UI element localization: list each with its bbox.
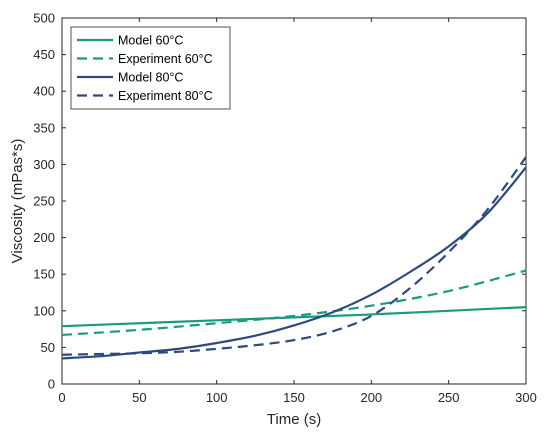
y-tick-label: 400 — [33, 84, 55, 99]
legend: Model 60°C Experiment 60°C Model 80°C Exper… — [70, 26, 231, 110]
series-line-experiment-80c — [61, 156, 527, 356]
series-line-model-60c — [61, 306, 527, 328]
legend-label-experiment-60c: Experiment 60°C — [118, 52, 213, 66]
y-axis-title: Viscosity (mPas*s) — [9, 139, 26, 264]
legend-label-model-80c: Model 80°C — [118, 71, 183, 85]
legend-label-model-60c: Model 60°C — [118, 34, 183, 48]
tick-layer: 0 50 100 150 200 250 300 0 50 100 150 200 250 300 350 4… — [33, 11, 537, 406]
x-tick-label: 300 — [515, 390, 537, 405]
series-line-experiment-60c — [61, 269, 527, 337]
y-tick-label: 350 — [33, 120, 55, 135]
x-tick-label: 200 — [360, 390, 382, 405]
y-tick-label: 150 — [33, 267, 55, 282]
series-line-model-80c — [61, 166, 527, 360]
y-tick-label: 50 — [41, 340, 55, 355]
y-tick-label: 300 — [33, 157, 55, 172]
y-tick-label: 500 — [33, 11, 55, 26]
y-tick-label: 250 — [33, 194, 55, 209]
x-tick-label: 50 — [132, 390, 146, 405]
y-tick-label: 0 — [48, 377, 55, 392]
x-axis-title: Time (s) — [267, 411, 321, 428]
y-tick-label: 450 — [33, 47, 55, 62]
x-tick-label: 100 — [206, 390, 228, 405]
x-tick-label: 250 — [438, 390, 460, 405]
legend-label-experiment-80c: Experiment 80°C — [118, 89, 213, 103]
series-layer — [61, 156, 527, 360]
y-tick-label: 200 — [33, 230, 55, 245]
x-tick-label: 150 — [283, 390, 305, 405]
x-tick-label: 0 — [58, 390, 65, 405]
legend-entries: Model 60°C Experiment 60°C Model 80°C Exper… — [77, 34, 213, 103]
y-tick-label: 100 — [33, 303, 55, 318]
